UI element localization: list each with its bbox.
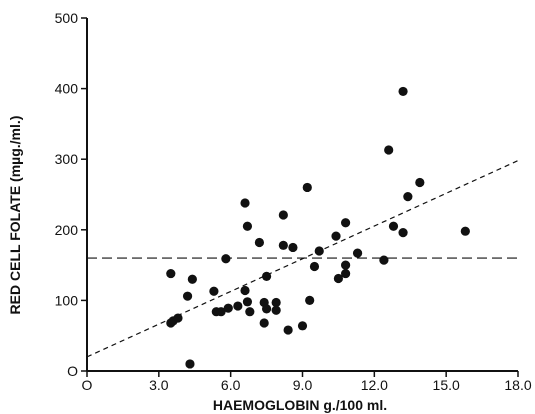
data-point xyxy=(209,286,219,296)
data-point xyxy=(216,307,226,317)
data-point xyxy=(341,268,351,279)
x-tick-label: 9.0 xyxy=(293,377,313,393)
x-ticks: O 3.0 6.0 9.0 12.0 15.0 18.0 xyxy=(82,371,532,393)
x-tick-label: 6.0 xyxy=(221,377,241,393)
y-ticks: O 100 200 300 400 500 xyxy=(55,10,87,379)
data-point xyxy=(331,231,341,241)
data-point xyxy=(261,304,272,314)
data-point xyxy=(305,295,315,305)
y-tick-label: O xyxy=(67,363,78,379)
data-point xyxy=(415,177,425,188)
y-tick-label: 400 xyxy=(55,81,79,97)
data-point xyxy=(240,198,250,208)
data-point xyxy=(240,285,250,296)
data-point xyxy=(261,271,272,281)
data-point xyxy=(288,242,298,253)
data-point xyxy=(278,210,288,220)
x-tick-label: 12.0 xyxy=(361,377,388,393)
data-point xyxy=(283,325,293,335)
data-point xyxy=(242,297,253,307)
data-point xyxy=(278,240,288,250)
y-tick-label: 500 xyxy=(55,10,79,26)
data-point xyxy=(398,228,408,238)
data-point xyxy=(173,313,183,323)
data-point xyxy=(297,321,308,331)
data-point xyxy=(221,254,231,264)
x-tick-label: 18.0 xyxy=(504,377,531,393)
x-axis: O 3.0 6.0 9.0 12.0 15.0 18.0 xyxy=(82,370,532,393)
data-point xyxy=(333,273,344,284)
x-tick-label: O xyxy=(82,377,93,393)
data-point xyxy=(341,260,351,270)
data-point xyxy=(403,192,413,202)
data-point xyxy=(166,268,176,279)
data-point xyxy=(341,218,351,228)
data-point xyxy=(245,307,255,317)
x-tick-label: 15.0 xyxy=(433,377,460,393)
data-points xyxy=(166,86,470,369)
data-point xyxy=(314,246,324,256)
data-point xyxy=(302,182,312,193)
x-tick-label: 3.0 xyxy=(149,377,169,393)
data-point xyxy=(379,255,389,265)
x-axis-title: HAEMOGLOBIN g./100 ml. xyxy=(213,397,387,413)
data-point xyxy=(460,226,470,236)
data-point xyxy=(254,237,264,248)
y-axis-title: RED CELL FOLATE (mµg./ml.) xyxy=(7,116,23,315)
data-point xyxy=(223,303,233,313)
y-tick-label: 200 xyxy=(55,222,79,238)
data-point xyxy=(187,274,197,284)
data-point xyxy=(259,318,269,328)
data-point xyxy=(388,221,399,231)
data-point xyxy=(309,261,320,272)
y-axis: O 100 200 300 400 500 xyxy=(55,10,88,379)
data-point xyxy=(182,291,193,301)
data-point xyxy=(271,305,281,315)
data-point xyxy=(233,301,243,311)
data-point xyxy=(242,221,253,231)
regression-line xyxy=(86,160,519,358)
y-tick-label: 100 xyxy=(55,292,79,308)
data-point xyxy=(384,145,394,155)
data-point xyxy=(398,86,408,97)
data-point xyxy=(271,297,281,308)
y-tick-label: 300 xyxy=(55,151,79,167)
data-point xyxy=(352,248,363,258)
trend-lines xyxy=(86,160,519,358)
data-point xyxy=(185,359,195,369)
